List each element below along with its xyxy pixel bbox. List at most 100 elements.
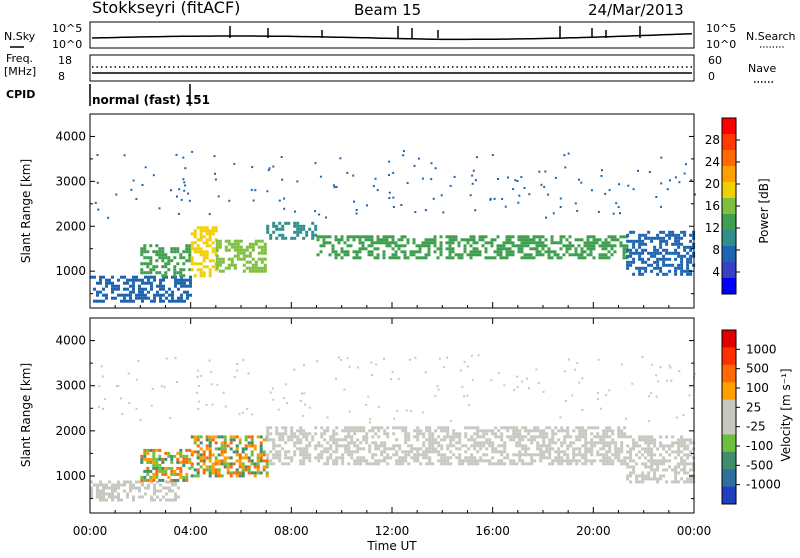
colorbar-cell <box>722 118 736 135</box>
echo-cell <box>96 293 99 297</box>
echo-cell <box>138 284 141 288</box>
echo-cell <box>256 465 260 469</box>
echo-cell <box>358 247 362 251</box>
echo-cell <box>100 365 103 368</box>
echo-cell <box>140 253 144 257</box>
echo-cell <box>608 426 612 430</box>
echo-cell <box>135 407 138 410</box>
echo-cell <box>449 462 453 466</box>
echo-cell <box>526 256 530 260</box>
echo-cell <box>668 459 672 463</box>
echo-cell <box>424 256 428 260</box>
echo-cell <box>683 459 687 463</box>
echo-cell <box>170 259 174 263</box>
echo-cell <box>680 462 684 466</box>
freq-right-tick-top: 60 <box>708 54 722 67</box>
echo-cell <box>471 379 474 382</box>
echo-cell <box>547 193 550 196</box>
echo-cell <box>518 435 522 439</box>
echo-cell <box>644 441 648 445</box>
echo-cell <box>251 269 255 273</box>
echo-cell <box>589 241 593 245</box>
echo-cell <box>245 266 249 270</box>
echo-cell <box>587 450 591 454</box>
echo-cell <box>497 372 500 375</box>
echo-cell <box>302 227 306 231</box>
echo-cell <box>293 368 296 371</box>
echo-cell <box>347 432 351 436</box>
echo-cell <box>686 260 690 264</box>
echo-cell <box>560 444 564 448</box>
echo-cell <box>305 450 309 454</box>
echo-cell <box>96 495 99 499</box>
echo-cell <box>235 447 239 451</box>
echo-cell <box>376 256 380 260</box>
echo-cell <box>202 462 206 466</box>
echo-cell <box>214 468 218 472</box>
echo-cell <box>433 241 437 245</box>
echo-cell <box>430 241 434 245</box>
echo-cell <box>556 256 560 260</box>
echo-cell <box>581 409 584 411</box>
echo-cell <box>503 384 506 387</box>
echo-cell <box>257 251 261 255</box>
echo-cell <box>202 265 206 269</box>
echo-cell <box>686 257 690 261</box>
echo-cell <box>90 480 93 484</box>
echo-cell <box>371 453 375 457</box>
echo-cell <box>421 411 424 414</box>
echo-cell <box>410 444 414 448</box>
echo-cell <box>626 477 630 481</box>
echo-cell <box>611 459 615 463</box>
echo-cell <box>644 435 648 439</box>
echo-cell <box>199 274 203 278</box>
echo-cell <box>329 435 333 439</box>
echo-cell <box>214 441 218 445</box>
echo-cell <box>694 193 696 196</box>
echo-cell <box>287 456 291 460</box>
echo-cell <box>281 447 285 451</box>
echo-cell <box>230 245 234 249</box>
echo-cell <box>622 256 626 260</box>
echo-cell <box>208 238 212 242</box>
echo-cell <box>335 438 339 442</box>
echo-cell <box>370 238 374 242</box>
echo-cell <box>396 409 399 412</box>
echo-cell <box>412 253 416 257</box>
time-tick-label: 04:00 <box>173 524 208 538</box>
echo-cell <box>199 229 203 233</box>
echo-cell <box>656 260 660 264</box>
echo-cell <box>353 444 357 448</box>
echo-cell <box>439 250 443 254</box>
echo-cell <box>305 432 309 436</box>
echo-cell <box>425 438 429 442</box>
echo-cell <box>587 447 591 451</box>
echo-cell <box>470 462 474 466</box>
echo-cell <box>656 263 660 267</box>
echo-cell <box>260 269 264 273</box>
echo-cell <box>293 453 297 457</box>
echo-cell <box>433 244 437 248</box>
echo-cell <box>388 197 391 199</box>
echo-cell <box>566 435 570 439</box>
echo-cell <box>254 263 258 267</box>
echo-cell <box>123 293 126 297</box>
echo-cell <box>236 239 240 243</box>
echo-cell <box>593 444 597 448</box>
echo-cell <box>126 495 129 499</box>
echo-cell <box>542 453 546 457</box>
echo-cell <box>641 251 645 255</box>
echo-cell <box>383 441 387 445</box>
echo-cell <box>185 448 189 452</box>
echo-cell <box>335 441 339 445</box>
echo-cell <box>373 241 377 245</box>
echo-cell <box>665 435 669 439</box>
echo-cell <box>430 162 433 165</box>
echo-cell <box>497 459 501 463</box>
echo-cell <box>117 278 120 282</box>
echo-cell <box>164 457 168 461</box>
echo-cell <box>314 456 318 460</box>
echo-cell <box>242 251 246 255</box>
echo-cell <box>412 241 416 245</box>
colorbar-cell <box>722 486 736 505</box>
